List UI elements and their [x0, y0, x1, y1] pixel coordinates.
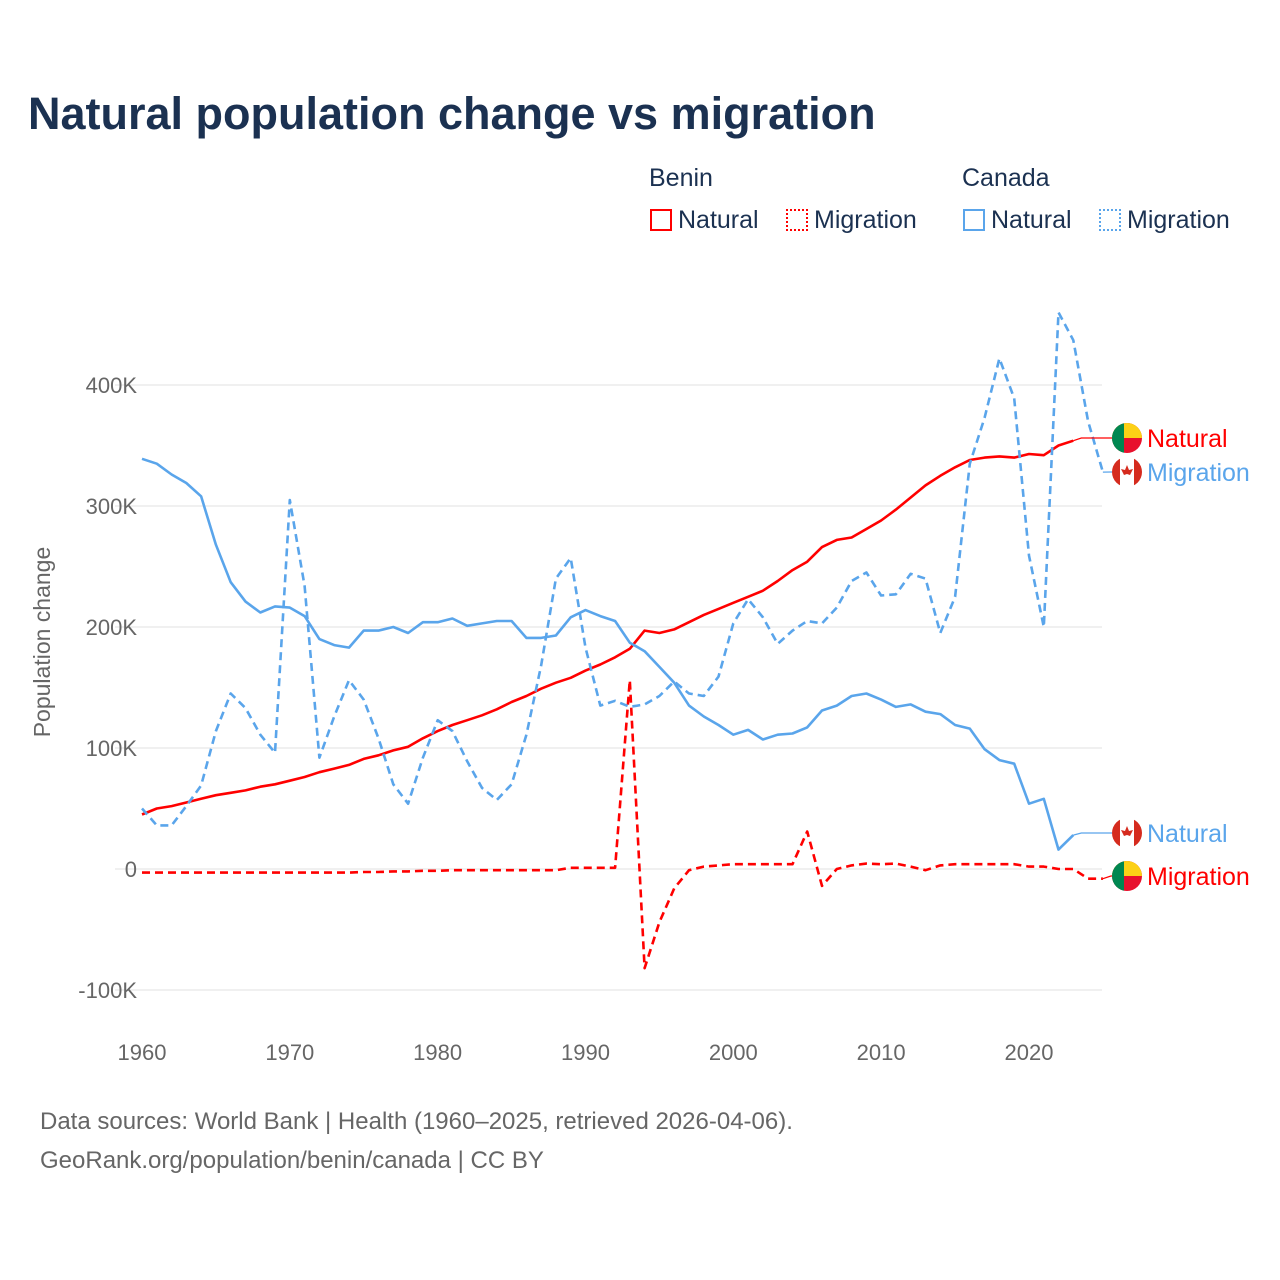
legend-canada-natural[interactable]: Natural	[963, 206, 1072, 235]
benin-flag-icon	[1112, 423, 1142, 453]
flag-body	[1112, 457, 1142, 487]
legend-group-canada: Canada	[962, 164, 1050, 192]
legend-swatch-dotted	[786, 209, 808, 231]
legend-swatch-solid	[963, 209, 985, 231]
flag-body	[1112, 818, 1142, 848]
maple-leaf-icon	[1121, 826, 1133, 836]
y-tick-label: 400K	[86, 373, 138, 398]
x-tick-label: 1990	[561, 1040, 610, 1065]
y-tick-label: 300K	[86, 494, 138, 519]
legend-benin-natural[interactable]: Natural	[650, 206, 759, 235]
x-tick-label: 1980	[413, 1040, 462, 1065]
x-tick-label: 2010	[857, 1040, 906, 1065]
label-connector	[1102, 875, 1112, 880]
legend-label: Migration	[814, 206, 917, 234]
x-tick-label: 2000	[709, 1040, 758, 1065]
footer-source: Data sources: World Bank | Health (1960–…	[40, 1108, 793, 1135]
series-line-canada-natural	[141, 457, 1075, 851]
footer-link[interactable]: GeoRank.org/population/benin/canada | CC…	[40, 1147, 544, 1174]
benin-flag-icon	[1112, 861, 1142, 891]
label-connector	[1073, 832, 1112, 836]
y-axis-label: Population change	[29, 547, 55, 738]
end-label-benin-natural: Natural	[1147, 425, 1228, 453]
canada-flag-icon	[1112, 457, 1142, 487]
y-tick-label: 0	[125, 857, 137, 882]
series-line-benin-migration	[142, 678, 1103, 970]
legend-swatch-solid	[650, 209, 672, 231]
end-label-canada-natural: Natural	[1147, 820, 1228, 848]
flag-red-right	[1134, 818, 1142, 848]
canada-flag-icon	[1112, 818, 1142, 848]
flag-green	[1112, 861, 1124, 891]
legend-group-benin: Benin	[649, 164, 713, 192]
flag-red-left	[1112, 818, 1120, 848]
y-tick-label: 200K	[86, 615, 138, 640]
maple-leaf-icon	[1121, 465, 1133, 475]
legend-benin-migration[interactable]: Migration	[786, 206, 917, 235]
flag-body	[1112, 423, 1142, 453]
legend-label: Natural	[991, 206, 1072, 234]
series-line-canada-migration	[141, 311, 1105, 827]
y-tick-label: -100K	[78, 978, 137, 1003]
y-tick-label: 100K	[86, 736, 138, 761]
legend-label: Migration	[1127, 206, 1230, 234]
x-tick-label: 2020	[1005, 1040, 1054, 1065]
x-tick-label: 1970	[265, 1040, 314, 1065]
legend-label: Natural	[678, 206, 759, 234]
legend-swatch-dotted	[1099, 209, 1121, 231]
legend-canada-migration[interactable]: Migration	[1099, 206, 1230, 235]
flag-red-right	[1134, 457, 1142, 487]
label-connector	[1073, 437, 1112, 442]
end-label-canada-migration: Migration	[1147, 459, 1250, 487]
flag-green	[1112, 423, 1124, 453]
flag-body	[1112, 861, 1142, 891]
x-tick-label: 1960	[118, 1040, 167, 1065]
flag-red-left	[1112, 457, 1120, 487]
end-label-benin-migration: Migration	[1147, 863, 1250, 891]
chart-title: Natural population change vs migration	[28, 88, 876, 139]
series-line-benin-natural	[141, 439, 1074, 816]
